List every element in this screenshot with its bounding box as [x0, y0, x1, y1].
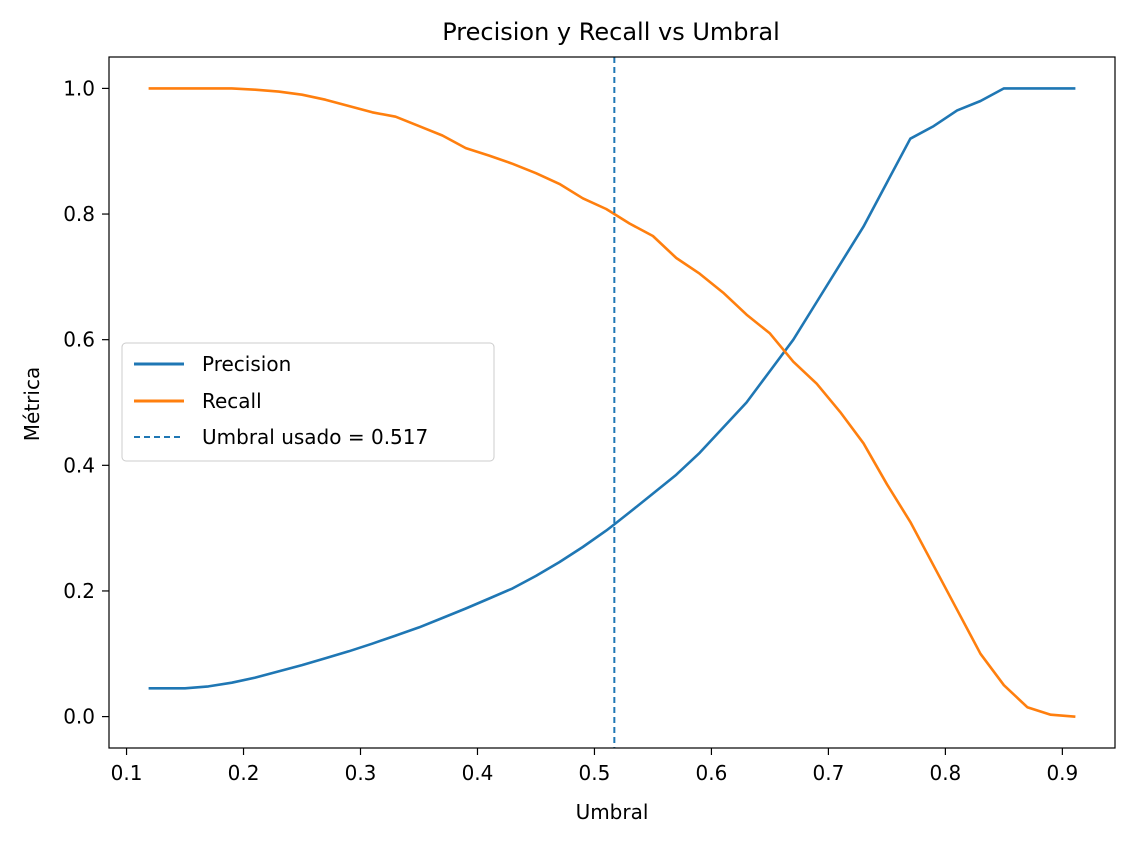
series-line-precision [148, 87, 1076, 690]
legend: Precision Recall Umbral usado = 0.517 [121, 342, 495, 462]
x-tick-label: 0.9 [1046, 761, 1078, 785]
y-tick-label: 0.8 [63, 202, 95, 226]
x-tick-label: 0.8 [929, 761, 961, 785]
series-line-recall [148, 87, 1076, 719]
y-tick-label: 1.0 [63, 76, 95, 100]
x-tick-label: 0.7 [813, 761, 845, 785]
x-tick-label: 0.1 [111, 761, 143, 785]
plot-area [148, 57, 1076, 748]
x-tick-label: 0.3 [345, 761, 377, 785]
legend-frame [121, 342, 495, 462]
chart-title: Precision y Recall vs Umbral [442, 18, 780, 46]
legend-label-threshold: Umbral usado = 0.517 [202, 425, 428, 449]
y-tick-label: 0.6 [63, 328, 95, 352]
axes: 0.1 0.2 0.3 0.4 0.5 0.6 0.7 0.8 0.9 0.0 0.2 0.4 0.6 0… [63, 76, 1078, 785]
y-axis-label: Métrica [20, 367, 44, 441]
axes-frame [108, 56, 1116, 749]
x-tick-label: 0.5 [579, 761, 611, 785]
y-tick-label: 0.2 [63, 579, 95, 603]
legend-label-precision: Precision [202, 352, 291, 376]
x-tick-label: 0.2 [228, 761, 260, 785]
y-tick-label: 0.0 [63, 705, 95, 729]
x-tick-label: 0.6 [696, 761, 728, 785]
x-tick-label: 0.4 [462, 761, 494, 785]
legend-label-recall: Recall [202, 389, 262, 413]
y-tick-label: 0.4 [63, 453, 95, 477]
x-axis-label: Umbral [576, 800, 649, 824]
